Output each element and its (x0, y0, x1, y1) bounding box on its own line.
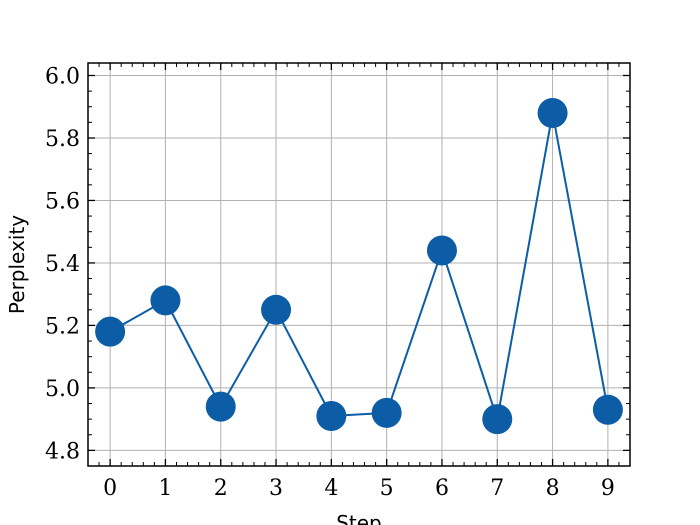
x-tick-label: 9 (601, 476, 615, 501)
data-point (95, 316, 126, 347)
y-tick-label: 6.0 (45, 64, 80, 89)
y-tick-label: 5.2 (45, 314, 80, 339)
x-tick-label: 0 (103, 476, 117, 501)
x-axis-label: Step (336, 511, 382, 525)
y-tick-label: 5.6 (45, 189, 80, 214)
data-point (205, 391, 236, 422)
x-tick-label: 4 (324, 476, 338, 501)
plot-frame (87, 62, 631, 467)
data-point (371, 397, 402, 428)
y-axis-label: Perplexity (5, 215, 29, 314)
grid-lines (88, 63, 630, 466)
x-tick-label: 3 (269, 476, 283, 501)
data-point (150, 285, 181, 316)
x-tick-label: 2 (214, 476, 228, 501)
y-tick-label: 5.4 (45, 252, 80, 277)
data-point (537, 97, 568, 128)
data-point (261, 294, 292, 325)
y-tick-label: 4.8 (45, 439, 80, 464)
x-tick-label: 6 (435, 476, 449, 501)
x-tick-label: 7 (490, 476, 504, 501)
tick-marks (87, 63, 631, 467)
data-point (316, 401, 347, 432)
x-tick-label: 1 (158, 476, 172, 501)
series-line (109, 112, 609, 420)
y-tick-label: 5.8 (45, 127, 80, 152)
y-tick-label: 5.0 (45, 377, 80, 402)
data-point (426, 235, 457, 266)
data-point (482, 404, 513, 435)
series-layer (95, 97, 623, 435)
x-tick-label: 8 (546, 476, 560, 501)
data-point (592, 394, 623, 425)
tick-labels: 0 1 2 3 4 5 6 7 8 9 4.8 5.0 5.2 5.4 5.6 5.8 6.0 (45, 64, 615, 501)
x-tick-label: 5 (380, 476, 394, 501)
